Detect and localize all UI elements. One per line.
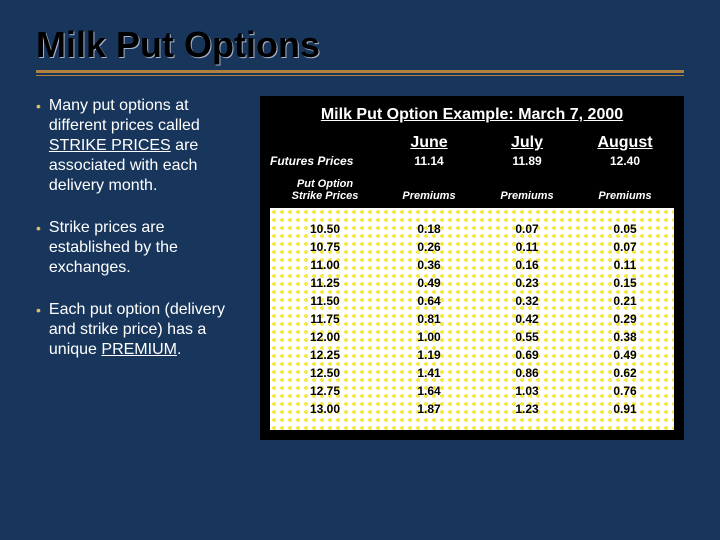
premium-cell: 0.62 (576, 364, 674, 382)
table-row: 12.251.190.690.49 (270, 346, 674, 364)
premium-table: 10.500.180.070.0510.750.260.110.0711.000… (270, 208, 674, 430)
table-row: 10.500.180.070.05 (270, 220, 674, 238)
table-row: 12.001.000.550.38 (270, 328, 674, 346)
bullet-text: Each put option (delivery and strike pri… (49, 300, 246, 360)
premium-cell: 0.21 (576, 292, 674, 310)
strike-price-cell: 11.75 (270, 310, 380, 328)
strike-price-cell: 12.75 (270, 382, 380, 400)
text-fragment: . (177, 341, 181, 358)
strike-price-cell: 11.00 (270, 256, 380, 274)
bullet-text: Strike prices are established by the exc… (49, 218, 246, 278)
header-spacer (270, 134, 380, 152)
strike-price-cell: 10.50 (270, 220, 380, 238)
bullet-item: • Each put option (delivery and strike p… (36, 300, 246, 360)
premiums-label-row: Strike Prices Premiums Premiums Premiums (270, 190, 674, 202)
premium-cell: 0.26 (380, 238, 478, 256)
bullet-item: • Strike prices are established by the e… (36, 218, 246, 278)
month-header: June (380, 134, 478, 152)
strike-prices-term: STRIKE PRICES (49, 137, 171, 154)
futures-value: 11.89 (478, 154, 576, 168)
premium-cell: 1.00 (380, 328, 478, 346)
content-area: • Many put options at different prices c… (36, 96, 684, 440)
premium-cell: 1.64 (380, 382, 478, 400)
premium-cell: 0.07 (576, 238, 674, 256)
spacer (478, 178, 576, 190)
strike-price-cell: 12.25 (270, 346, 380, 364)
strike-price-cell: 10.75 (270, 238, 380, 256)
strike-prices-label: Strike Prices (270, 190, 380, 202)
premium-cell: 0.15 (576, 274, 674, 292)
premium-cell: 0.38 (576, 328, 674, 346)
slide: Milk Put Options • Many put options at d… (0, 0, 720, 540)
premium-cell: 1.19 (380, 346, 478, 364)
futures-label: Futures Prices (270, 154, 380, 168)
bullet-list: • Many put options at different prices c… (36, 96, 246, 440)
bullet-dot-icon: • (36, 300, 41, 360)
premium-cell: 0.32 (478, 292, 576, 310)
premium-cell: 0.49 (576, 346, 674, 364)
premium-term: PREMIUM (101, 341, 177, 358)
table-row: 13.001.871.230.91 (270, 400, 674, 418)
futures-prices-row: Futures Prices 11.14 11.89 12.40 (270, 154, 674, 168)
rule-thin (36, 75, 684, 76)
table-row: 10.750.260.110.07 (270, 238, 674, 256)
premium-cell: 0.07 (478, 220, 576, 238)
premium-cell: 0.76 (576, 382, 674, 400)
rule-thick (36, 70, 684, 73)
premium-cell: 0.16 (478, 256, 576, 274)
table-row: 11.000.360.160.11 (270, 256, 674, 274)
month-header: July (478, 134, 576, 152)
futures-value: 11.14 (380, 154, 478, 168)
table-row: 11.750.810.420.29 (270, 310, 674, 328)
spacer (576, 178, 674, 190)
premium-cell: 1.87 (380, 400, 478, 418)
premium-cell: 1.23 (478, 400, 576, 418)
premium-cell: 0.91 (576, 400, 674, 418)
futures-value: 12.40 (576, 154, 674, 168)
premium-cell: 0.69 (478, 346, 576, 364)
strike-price-cell: 12.00 (270, 328, 380, 346)
premium-cell: 1.03 (478, 382, 576, 400)
premium-cell: 0.11 (576, 256, 674, 274)
spacer (380, 178, 478, 190)
bullet-text: Many put options at different prices cal… (49, 96, 246, 196)
strike-price-cell: 13.00 (270, 400, 380, 418)
premium-cell: 0.36 (380, 256, 478, 274)
bullet-item: • Many put options at different prices c… (36, 96, 246, 196)
premium-cell: 0.05 (576, 220, 674, 238)
put-option-label: Put Option (270, 178, 380, 190)
table-row: 11.250.490.230.15 (270, 274, 674, 292)
page-title: Milk Put Options (36, 24, 684, 66)
strike-price-cell: 11.50 (270, 292, 380, 310)
premium-cell: 0.49 (380, 274, 478, 292)
premium-cell: 0.29 (576, 310, 674, 328)
premium-cell: 0.11 (478, 238, 576, 256)
premiums-label: Premiums (380, 190, 478, 202)
bullet-dot-icon: • (36, 218, 41, 278)
premium-cell: 1.41 (380, 364, 478, 382)
table-row: 11.500.640.320.21 (270, 292, 674, 310)
premium-cell: 0.64 (380, 292, 478, 310)
premium-cell: 0.23 (478, 274, 576, 292)
put-option-label-row: Put Option (270, 178, 674, 190)
strike-price-cell: 12.50 (270, 364, 380, 382)
panel-title: Milk Put Option Example: March 7, 2000 (270, 106, 674, 124)
premium-cell: 0.42 (478, 310, 576, 328)
table-row: 12.751.641.030.76 (270, 382, 674, 400)
month-header-row: June July August (270, 134, 674, 152)
premiums-label: Premiums (576, 190, 674, 202)
month-header: August (576, 134, 674, 152)
premium-cell: 0.18 (380, 220, 478, 238)
premium-cell: 0.55 (478, 328, 576, 346)
text-fragment: Many put options at different prices cal… (49, 97, 200, 134)
premium-cell: 0.81 (380, 310, 478, 328)
table-row: 12.501.410.860.62 (270, 364, 674, 382)
premiums-label: Premiums (478, 190, 576, 202)
bullet-dot-icon: • (36, 96, 41, 196)
strike-price-cell: 11.25 (270, 274, 380, 292)
premium-cell: 0.86 (478, 364, 576, 382)
example-panel: Milk Put Option Example: March 7, 2000 J… (260, 96, 684, 440)
